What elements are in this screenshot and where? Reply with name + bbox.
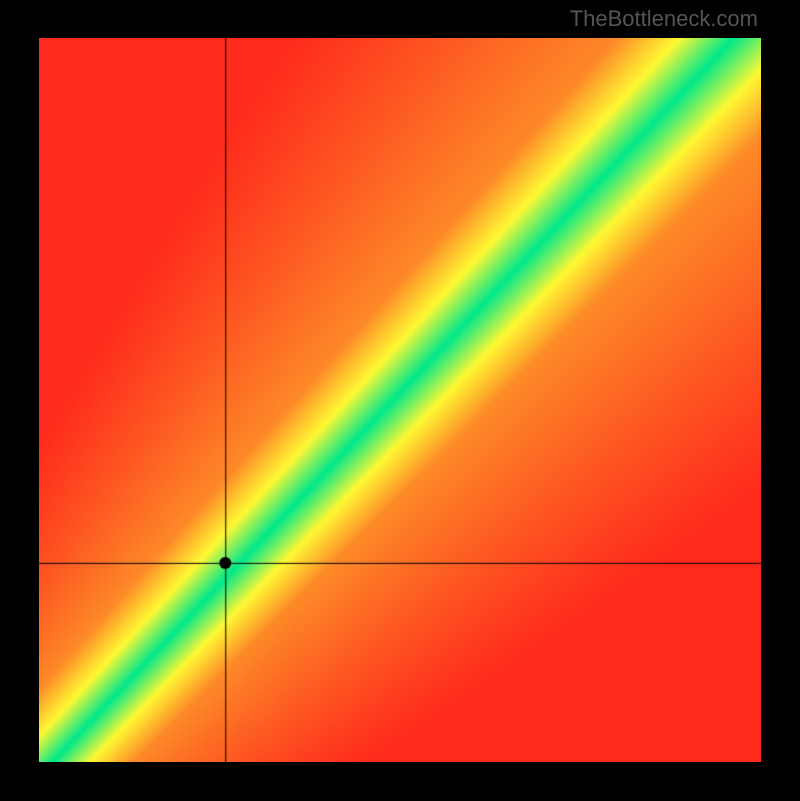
plot-border-left [0,0,39,801]
plot-border-bottom [0,762,800,801]
plot-border-right [761,0,800,801]
bottleneck-heatmap [39,38,761,762]
watermark: TheBottleneck.com [570,6,758,32]
chart-container: TheBottleneck.com [0,0,800,800]
